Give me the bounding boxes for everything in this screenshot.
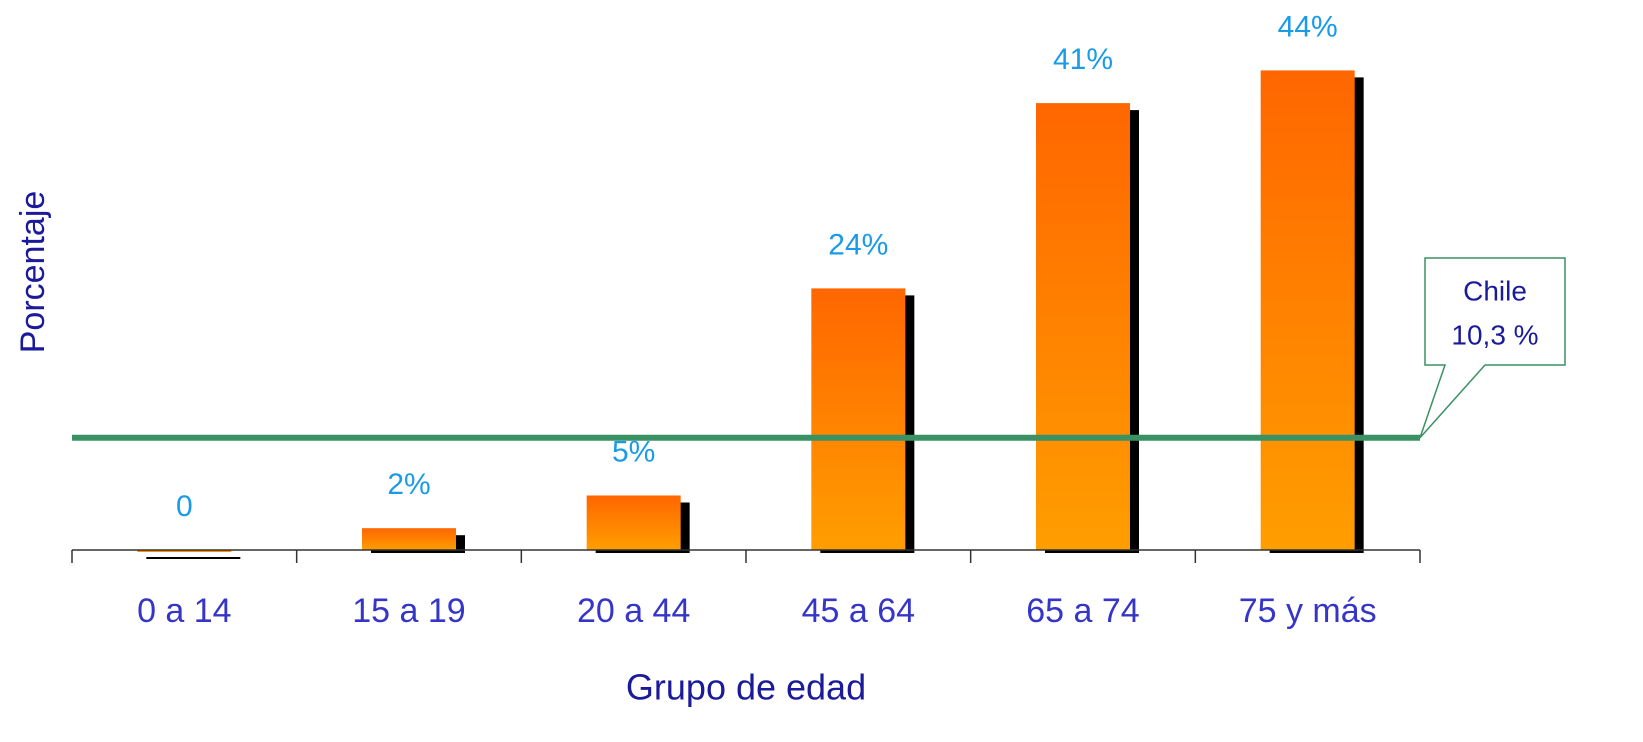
x-axis-title: Grupo de edad [626,667,866,708]
x-tick-label: 75 y más [1239,592,1377,630]
value-label: 0 [176,490,193,523]
bar-shadow [146,557,241,559]
bar [137,550,232,552]
value-label: 41% [1053,43,1113,76]
bar [1260,70,1355,551]
x-tick-label: 20 a 44 [577,592,690,630]
x-tick-label: 45 a 64 [802,592,915,630]
value-label: 44% [1278,10,1338,43]
value-label: 24% [828,228,888,261]
x-tick-label: 0 a 14 [137,592,232,630]
x-tick-label: 65 a 74 [1026,592,1139,630]
bar [586,495,681,550]
callout [1419,257,1566,439]
bar [1036,103,1130,550]
bar [811,288,906,550]
y-axis-title: Porcentaje [14,191,52,354]
callout-text: Chile [1463,275,1527,306]
bar [362,528,456,550]
value-label: 5% [612,435,655,468]
callout-text: 10,3 % [1451,319,1538,350]
value-label: 2% [387,468,430,501]
x-tick-label: 15 a 19 [352,592,465,630]
